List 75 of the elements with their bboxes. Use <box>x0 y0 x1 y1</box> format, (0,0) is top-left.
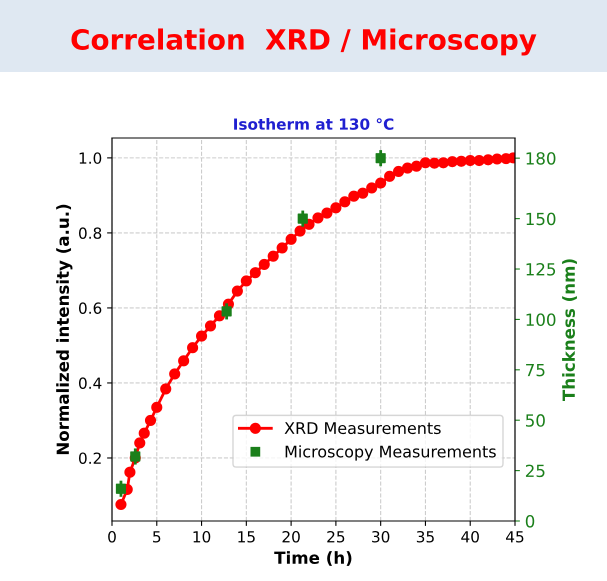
x-tick-label: 15 <box>238 531 255 543</box>
point <box>116 484 126 494</box>
y2-axis-title: Thickness (nm) <box>562 259 577 402</box>
point <box>258 258 270 270</box>
x-axis-title: Time (h) <box>274 551 352 566</box>
x-tick-label: 10 <box>194 530 210 543</box>
point <box>294 225 306 237</box>
y-tick-label: 1.0 <box>80 152 102 164</box>
legend-label: XRD Measurements <box>284 422 441 434</box>
point <box>144 414 156 426</box>
x-tick-label: 0 <box>108 530 116 543</box>
point <box>204 320 216 332</box>
x-tick-label: 35 <box>416 530 434 543</box>
point <box>268 250 279 262</box>
point <box>357 188 368 199</box>
point <box>482 154 494 166</box>
point <box>160 383 172 395</box>
point <box>134 437 146 449</box>
x-tick-label: 25 <box>327 530 344 543</box>
y2-tick-label: 0 <box>526 514 534 528</box>
chart-title: Correlation XRD / Microscopy <box>71 28 536 56</box>
point <box>456 156 467 167</box>
point <box>138 428 150 439</box>
point <box>222 306 232 316</box>
point <box>330 202 342 214</box>
y2-tick-label: 25 <box>526 464 544 478</box>
point <box>339 196 350 208</box>
point <box>232 285 243 297</box>
y-axis-title: Normalized intensity (a.u.) <box>56 204 72 454</box>
point <box>298 214 308 224</box>
y2-tick-label: 100 <box>526 313 556 326</box>
point <box>393 166 404 177</box>
point <box>464 154 476 166</box>
y2-tick-label: 50 <box>526 414 545 427</box>
y2-tick-label: 125 <box>526 262 556 276</box>
point <box>384 170 396 182</box>
point <box>151 402 162 413</box>
x-tick-label: 20 <box>282 530 300 543</box>
point <box>438 157 449 168</box>
point <box>402 162 414 174</box>
point <box>124 466 136 478</box>
x-tick-label: 45 <box>506 531 524 543</box>
y2-tick-label: 180 <box>526 152 556 165</box>
point <box>276 242 288 254</box>
point <box>196 330 208 342</box>
point <box>376 153 386 164</box>
point <box>169 368 180 380</box>
chart-subtitle: Isotherm at 130 °C <box>234 118 394 130</box>
y2-tick-label: 150 <box>526 212 556 226</box>
point <box>428 158 440 169</box>
point <box>474 154 485 166</box>
y-tick-label: 0.2 <box>78 452 101 464</box>
point <box>446 156 458 168</box>
point <box>348 190 360 202</box>
y-tick-label: 0.4 <box>78 377 102 389</box>
x-tick-label: 40 <box>461 530 479 543</box>
legend-label: Microscopy Measurements <box>286 445 496 461</box>
y-tick-label: 0.8 <box>78 227 102 239</box>
point <box>178 355 190 366</box>
point <box>250 267 261 278</box>
point <box>492 153 503 165</box>
point <box>366 182 378 194</box>
y-tick-label: 0.6 <box>78 302 102 314</box>
y2-tick-label: 75 <box>526 364 544 376</box>
point <box>375 177 386 189</box>
point <box>240 275 252 286</box>
point <box>286 234 297 245</box>
point <box>312 212 324 224</box>
point <box>410 160 422 172</box>
x-tick-label: 5 <box>153 531 160 543</box>
point <box>187 342 198 354</box>
x-tick-label: 30 <box>372 530 390 543</box>
point <box>321 207 332 219</box>
point <box>420 157 431 168</box>
point <box>115 498 127 510</box>
